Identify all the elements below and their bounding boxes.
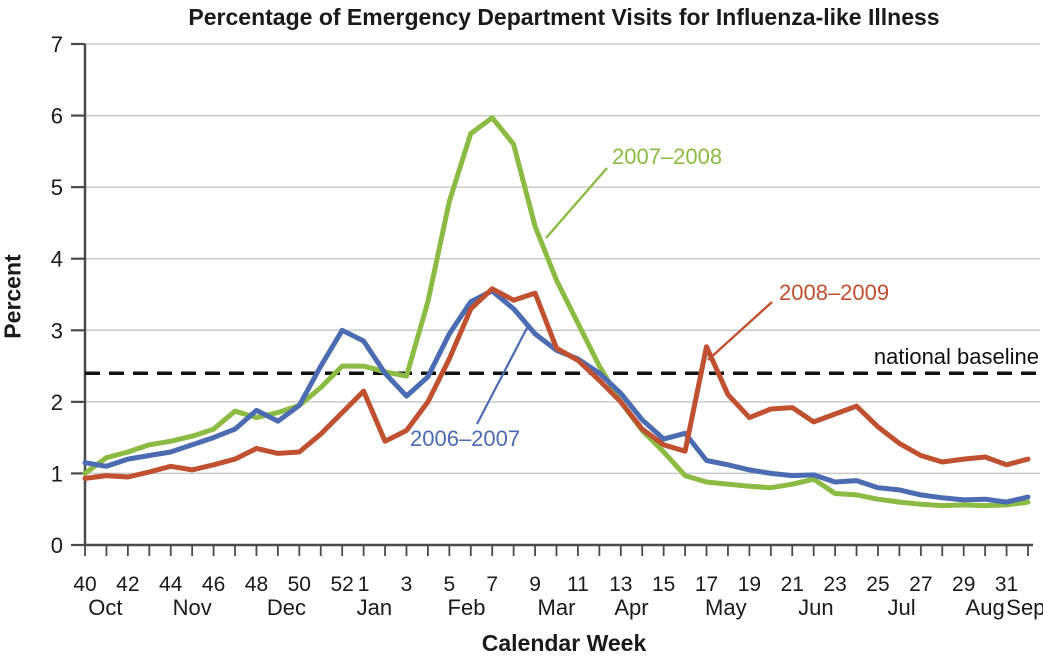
x-tick-label: 1 xyxy=(358,573,370,596)
x-tick-label: 23 xyxy=(823,573,846,596)
baseline-label: national baseline xyxy=(873,344,1039,369)
month-label: Sep xyxy=(1006,595,1043,620)
month-label: Jan xyxy=(357,595,392,620)
series-line-2007-2008 xyxy=(82,115,1031,509)
x-tick-label: 44 xyxy=(159,573,183,596)
x-tick-label: 17 xyxy=(695,573,718,596)
y-tick-label: 1 xyxy=(51,461,63,486)
x-tick-label: 48 xyxy=(245,573,268,596)
x-tick-label: 19 xyxy=(738,573,761,596)
series-line-2006-2007 xyxy=(82,288,1031,505)
leader-line-2007-2008 xyxy=(545,167,608,239)
x-tick-label: 5 xyxy=(443,573,455,596)
x-tick-label: 42 xyxy=(116,573,139,596)
leader-line-2008-2009 xyxy=(707,301,773,361)
y-axis-title: Percent xyxy=(0,254,26,339)
x-tick-label: 9 xyxy=(529,573,541,596)
x-tick-label: 21 xyxy=(781,573,804,596)
y-tick-label: 0 xyxy=(51,533,63,558)
chart-title: Percentage of Emergency Department Visit… xyxy=(188,4,940,30)
x-tick-label: 11 xyxy=(567,573,589,596)
month-label: Jun xyxy=(798,595,833,620)
y-tick-label: 7 xyxy=(51,32,63,57)
month-label: Aug xyxy=(966,595,1005,620)
series-label-2006-2007: 2006–2007 xyxy=(410,426,521,451)
x-tick-label: 46 xyxy=(202,573,225,596)
x-tick-label: 3 xyxy=(401,573,413,596)
month-label: Feb xyxy=(448,595,486,620)
month-label: Mar xyxy=(538,595,576,620)
x-tick-label: 15 xyxy=(652,573,675,596)
leader-line-2006-2007 xyxy=(476,325,529,425)
x-tick-label: 13 xyxy=(609,573,632,596)
x-tick-label: 52 xyxy=(331,573,354,596)
x-axis-title: Calendar Week xyxy=(481,630,647,656)
series-label-2008-2009: 2008–2009 xyxy=(779,280,890,305)
y-tick-label: 6 xyxy=(51,104,63,129)
month-label: Dec xyxy=(267,595,306,620)
x-tick-label: 27 xyxy=(909,573,932,596)
x-tick-label: 50 xyxy=(288,573,311,596)
month-label: May xyxy=(705,595,747,620)
x-tick-label: 25 xyxy=(866,573,889,596)
x-tick-label: 31 xyxy=(995,573,1018,596)
month-label: Apr xyxy=(614,595,648,620)
month-label: Oct xyxy=(88,595,122,620)
y-tick-label: 4 xyxy=(51,247,63,272)
series-label-2007-2008: 2007–2008 xyxy=(612,144,723,169)
series-line-2008-2009 xyxy=(82,286,1031,481)
x-tick-label: 7 xyxy=(486,573,498,596)
y-tick-label: 2 xyxy=(51,390,63,415)
month-label: Nov xyxy=(173,595,212,620)
x-tick-label: 40 xyxy=(73,573,96,596)
y-tick-label: 3 xyxy=(51,318,63,343)
x-tick-label: 29 xyxy=(952,573,975,596)
month-label: Jul xyxy=(887,595,915,620)
y-tick-label: 5 xyxy=(51,175,63,200)
